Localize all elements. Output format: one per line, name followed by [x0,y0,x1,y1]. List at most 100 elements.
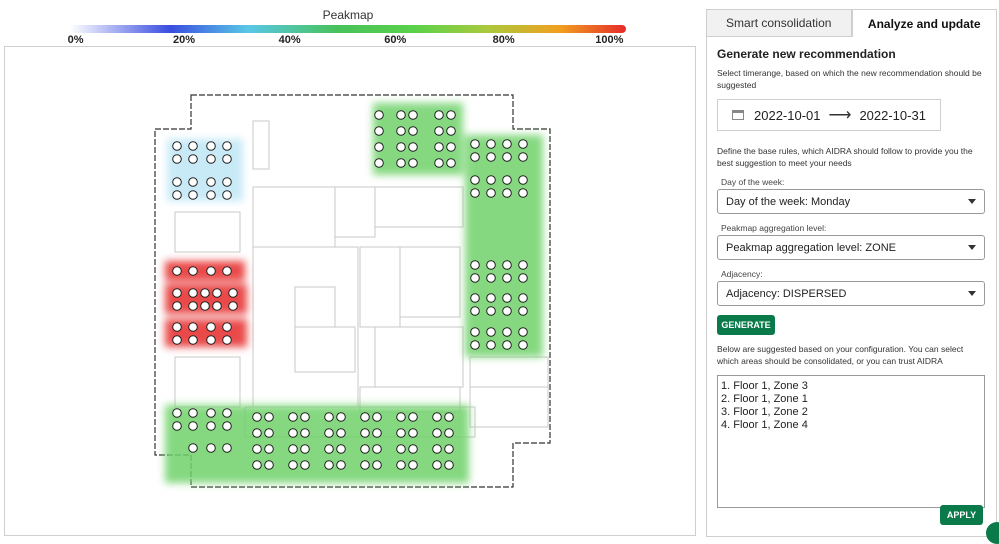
result-item[interactable]: 3. Floor 1, Zone 2 [721,406,808,418]
desk[interactable] [206,408,216,418]
desk[interactable] [518,340,528,350]
desk[interactable] [200,288,210,298]
desk[interactable] [188,154,198,164]
desk[interactable] [446,110,456,120]
desk[interactable] [518,293,528,303]
desk[interactable] [206,335,216,345]
desk[interactable] [264,428,274,438]
desk[interactable] [222,141,232,151]
desk[interactable] [222,335,232,345]
desk[interactable] [502,175,512,185]
desk[interactable] [252,428,262,438]
desk[interactable] [470,327,480,337]
desk[interactable] [408,110,418,120]
desk[interactable] [336,428,346,438]
desk[interactable] [222,266,232,276]
desk[interactable] [470,175,480,185]
desk[interactable] [396,428,406,438]
desk[interactable] [372,444,382,454]
desk[interactable] [252,460,262,470]
desk[interactable] [408,444,418,454]
desk[interactable] [206,141,216,151]
desk[interactable] [372,460,382,470]
desk[interactable] [206,443,216,453]
desk[interactable] [396,158,406,168]
desk[interactable] [288,444,298,454]
desk[interactable] [396,142,406,152]
desk[interactable] [188,141,198,151]
desk[interactable] [172,322,182,332]
desk[interactable] [470,340,480,350]
desk[interactable] [188,322,198,332]
desk[interactable] [172,288,182,298]
results-list[interactable]: 1. Floor 1, Zone 3 2. Floor 1, Zone 1 3.… [717,375,985,508]
desk[interactable] [288,460,298,470]
desk[interactable] [502,273,512,283]
desk[interactable] [486,340,496,350]
desk[interactable] [300,460,310,470]
desk[interactable] [212,288,222,298]
desk[interactable] [206,190,216,200]
desk[interactable] [444,444,454,454]
day-of-week-select[interactable]: Day of the week: Monday [717,189,985,214]
desk[interactable] [222,408,232,418]
desk[interactable] [432,412,442,422]
desk[interactable] [470,293,480,303]
desk[interactable] [470,273,480,283]
result-item[interactable]: 1. Floor 1, Zone 3 [721,380,808,392]
desk[interactable] [206,421,216,431]
result-item[interactable]: 2. Floor 1, Zone 1 [721,393,808,405]
desk[interactable] [408,412,418,422]
desk[interactable] [188,443,198,453]
desk[interactable] [264,412,274,422]
desk[interactable] [396,444,406,454]
desk[interactable] [374,142,384,152]
desk[interactable] [324,412,334,422]
desk[interactable] [360,412,370,422]
desk[interactable] [374,126,384,136]
desk[interactable] [264,444,274,454]
desk[interactable] [228,301,238,311]
desk[interactable] [206,154,216,164]
desk[interactable] [518,306,528,316]
desk[interactable] [486,260,496,270]
desk[interactable] [172,408,182,418]
desk[interactable] [172,421,182,431]
desk[interactable] [470,152,480,162]
desk[interactable] [172,190,182,200]
desk[interactable] [518,188,528,198]
date-to[interactable]: 2022-10-31 [859,107,926,123]
desk[interactable] [502,188,512,198]
chat-icon[interactable] [986,522,999,544]
desk[interactable] [228,288,238,298]
desk[interactable] [502,293,512,303]
desk[interactable] [518,260,528,270]
desk[interactable] [372,412,382,422]
desk[interactable] [486,327,496,337]
desk[interactable] [374,158,384,168]
desk[interactable] [486,175,496,185]
desk[interactable] [518,152,528,162]
desk[interactable] [324,444,334,454]
desk[interactable] [502,306,512,316]
desk[interactable] [172,266,182,276]
desk[interactable] [324,428,334,438]
desk[interactable] [206,177,216,187]
desk[interactable] [222,177,232,187]
desk[interactable] [172,335,182,345]
result-item[interactable]: 4. Floor 1, Zone 4 [721,419,808,431]
date-range-picker[interactable]: 2022-10-01 ⟶ 2022-10-31 [717,99,941,131]
desk[interactable] [470,188,480,198]
desk[interactable] [486,152,496,162]
desk[interactable] [222,443,232,453]
desk[interactable] [188,177,198,187]
desk[interactable] [518,273,528,283]
desk[interactable] [188,266,198,276]
desk[interactable] [434,142,444,152]
desk[interactable] [396,412,406,422]
desk[interactable] [434,126,444,136]
desk[interactable] [446,126,456,136]
desk[interactable] [408,460,418,470]
tab-smart-consolidation[interactable]: Smart consolidation [706,9,852,37]
desk[interactable] [300,412,310,422]
